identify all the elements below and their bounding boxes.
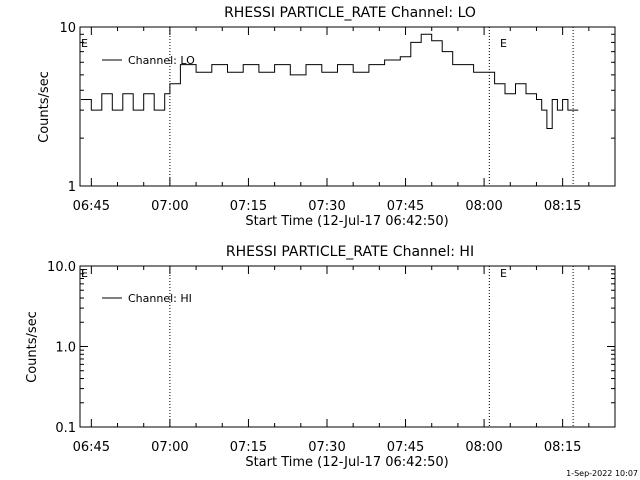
chart-title-hi: RHESSI PARTICLE_RATE Channel: HI xyxy=(226,244,474,260)
x-tick-label-hi: 08:00 xyxy=(465,440,502,455)
legend-label-lo: Channel: LO xyxy=(128,54,195,67)
legend-label-hi: Channel: HI xyxy=(128,292,192,305)
x-tick-label-hi: 07:15 xyxy=(230,440,267,455)
x-tick-label-hi: 07:45 xyxy=(387,440,424,455)
x-tick-label-hi: 07:00 xyxy=(151,440,188,455)
event-markers-hi xyxy=(169,266,574,427)
event-label-hi-left: E xyxy=(81,267,88,280)
x-tick-label-lo: 06:45 xyxy=(73,199,110,214)
x-tick-label-lo: 08:15 xyxy=(544,199,581,214)
y-tick-label-lo: 1 xyxy=(68,180,76,195)
x-ticks-hi: 06:45 07:00 07:15 07:30 07:45 08:00 08:15 xyxy=(73,266,590,455)
panel-hi: RHESSI PARTICLE_RATE Channel: HI 06:45 07… xyxy=(25,244,616,470)
x-axis-label-hi: Start Time (12-Jul-17 06:42:50) xyxy=(245,455,448,470)
series-line-lo xyxy=(80,33,579,129)
x-tick-label-lo: 07:30 xyxy=(308,199,345,214)
y-ticks-lo: 1 10 xyxy=(59,21,615,195)
chart-title-lo: RHESSI PARTICLE_RATE Channel: LO xyxy=(224,5,476,21)
y-tick-label-hi: 0.1 xyxy=(55,421,76,436)
x-tick-label-hi: 07:30 xyxy=(308,440,345,455)
timestamp: 1-Sep-2022 10:07 xyxy=(566,469,638,478)
x-tick-label-lo: 08:00 xyxy=(465,199,502,214)
plot-frame-hi xyxy=(79,265,616,428)
x-tick-label-lo: 07:15 xyxy=(230,199,267,214)
x-axis-label-lo: Start Time (12-Jul-17 06:42:50) xyxy=(245,214,448,229)
x-ticks-lo: 06:45 07:00 07:15 07:30 07:45 08:00 08:15 xyxy=(73,27,590,214)
y-ticks-hi: 0.1 1.0 10.0 xyxy=(47,260,615,436)
event-markers-lo xyxy=(169,27,574,186)
event-label-lo-left: E xyxy=(81,37,88,50)
x-tick-label-lo: 07:00 xyxy=(151,199,188,214)
x-tick-label-hi: 06:45 xyxy=(73,440,110,455)
event-label-lo-right: E xyxy=(500,37,507,50)
y-tick-label-hi: 10.0 xyxy=(47,260,76,275)
y-axis-label-lo: Counts/sec xyxy=(37,71,52,143)
y-tick-label-hi: 1.0 xyxy=(55,341,76,356)
y-axis-label-hi: Counts/sec xyxy=(25,311,40,383)
x-tick-label-lo: 07:45 xyxy=(387,199,424,214)
x-tick-label-hi: 08:15 xyxy=(544,440,581,455)
y-tick-label-lo: 10 xyxy=(59,21,76,36)
event-label-hi-right: E xyxy=(500,267,507,280)
panel-lo: RHESSI PARTICLE_RATE Channel: LO 06:45 07… xyxy=(37,5,616,229)
plot-frame-lo xyxy=(79,26,616,187)
